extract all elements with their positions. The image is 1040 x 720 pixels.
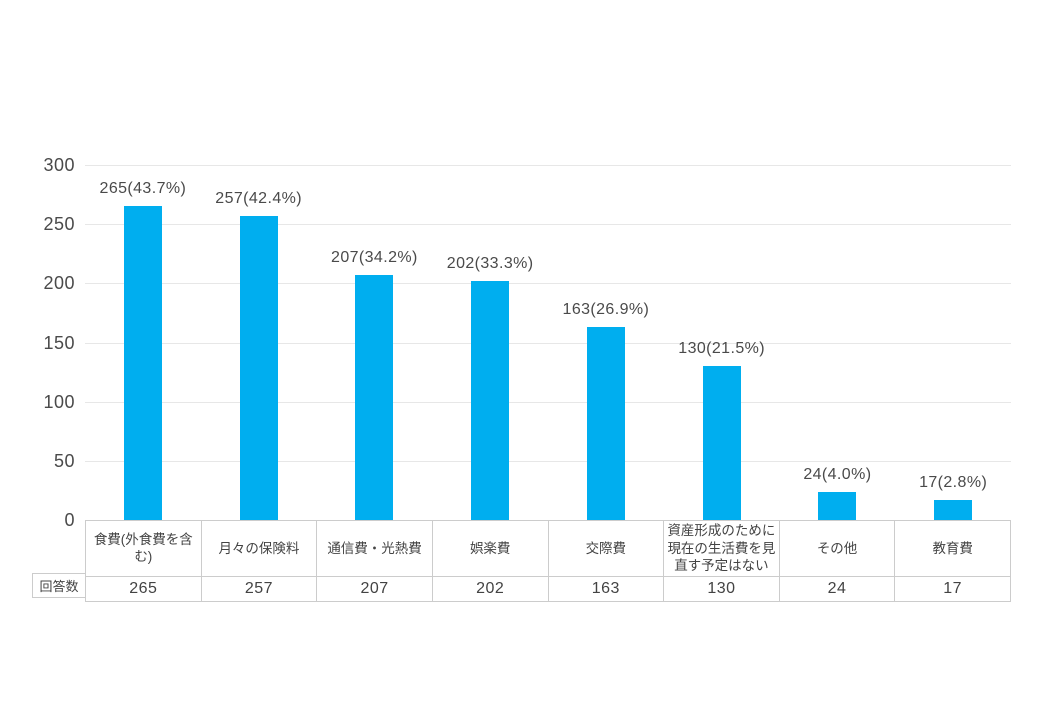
answer-count-cell: 17: [894, 575, 1011, 602]
gridline: [85, 342, 1011, 344]
category-cell: 交際費: [547, 520, 665, 577]
gridline: [85, 165, 1011, 166]
bar: [934, 499, 973, 520]
bar-value-label: 17(2.8%): [919, 473, 988, 491]
bar-column: 202(33.3%): [432, 165, 548, 520]
bar-column: 17(2.8%): [895, 165, 1011, 520]
answer-count-row: 265 257 207 202 163 130 24 17: [85, 575, 1011, 602]
gridline: [85, 224, 1011, 226]
answer-count-cell: 202: [431, 575, 549, 602]
gridline: [85, 283, 1011, 285]
y-tick-label: 0: [64, 510, 75, 530]
bar-column: 257(42.4%): [201, 165, 317, 520]
category-cell: 通信費・光熱費: [316, 520, 433, 577]
y-tick-label: 250: [43, 214, 75, 235]
bar-value-label: 257(42.4%): [215, 189, 302, 207]
y-tick-label: 200: [43, 273, 75, 294]
bar-column: 207(34.2%): [317, 165, 433, 520]
gridline: [85, 460, 1011, 462]
bar-value-label: 130(21.5%): [678, 340, 765, 358]
category-cell: 月々の保険料: [200, 520, 318, 577]
answer-count-cell: 207: [316, 575, 433, 602]
bar-value-label: 207(34.2%): [331, 249, 418, 267]
bar-value-label: 202(33.3%): [446, 254, 534, 272]
answer-count-cell: 24: [778, 575, 896, 602]
answer-count-cell: 257: [200, 575, 318, 602]
gridline: [85, 401, 1011, 403]
answer-count-cell: 265: [85, 575, 202, 602]
bar-column: 265(43.7%): [85, 165, 201, 520]
y-axis: 300 250 200 150 100 50 0: [0, 155, 75, 530]
bar: [818, 491, 857, 520]
category-cell: 食費(外食費を含む): [85, 520, 202, 577]
answer-count-cell: 130: [663, 575, 780, 602]
bar: [586, 327, 625, 520]
category-cell: 資産形成のために現在の生活費を見直す予定はない: [663, 520, 780, 577]
bar: [355, 275, 394, 520]
y-tick-label: 100: [43, 391, 75, 412]
bar-column: 24(4.0%): [780, 165, 896, 520]
bar: [471, 280, 510, 520]
category-cell: その他: [778, 520, 896, 577]
y-tick-label: 150: [43, 332, 75, 353]
category-data-table: 食費(外食費を含む) 月々の保険料 通信費・光熱費 娯楽費 交際費 資産形成のために現在の…: [85, 520, 1011, 602]
bar-value-label: 24(4.0%): [803, 465, 872, 483]
bar: [702, 366, 741, 520]
answer-count-cell: 163: [547, 575, 665, 602]
bar-column: 163(26.9%): [548, 165, 664, 520]
bar-value-label: 265(43.7%): [99, 180, 187, 198]
bar-column: 130(21.5%): [664, 165, 780, 520]
bar: [123, 206, 162, 520]
bar: [239, 215, 278, 520]
category-header-row: 食費(外食費を含む) 月々の保険料 通信費・光熱費 娯楽費 交際費 資産形成のために現在の…: [85, 520, 1011, 577]
bar-value-label: 163(26.9%): [562, 301, 650, 319]
y-tick-label: 50: [53, 450, 75, 471]
plot-area: 265(43.7%) 257(42.4%) 207(34.2%) 202(33.3%)…: [85, 165, 1011, 520]
answer-count-row-label: 回答数: [32, 573, 86, 598]
category-cell: 教育費: [894, 520, 1011, 577]
category-cell: 娯楽費: [431, 520, 549, 577]
y-tick-label: 300: [43, 155, 75, 175]
